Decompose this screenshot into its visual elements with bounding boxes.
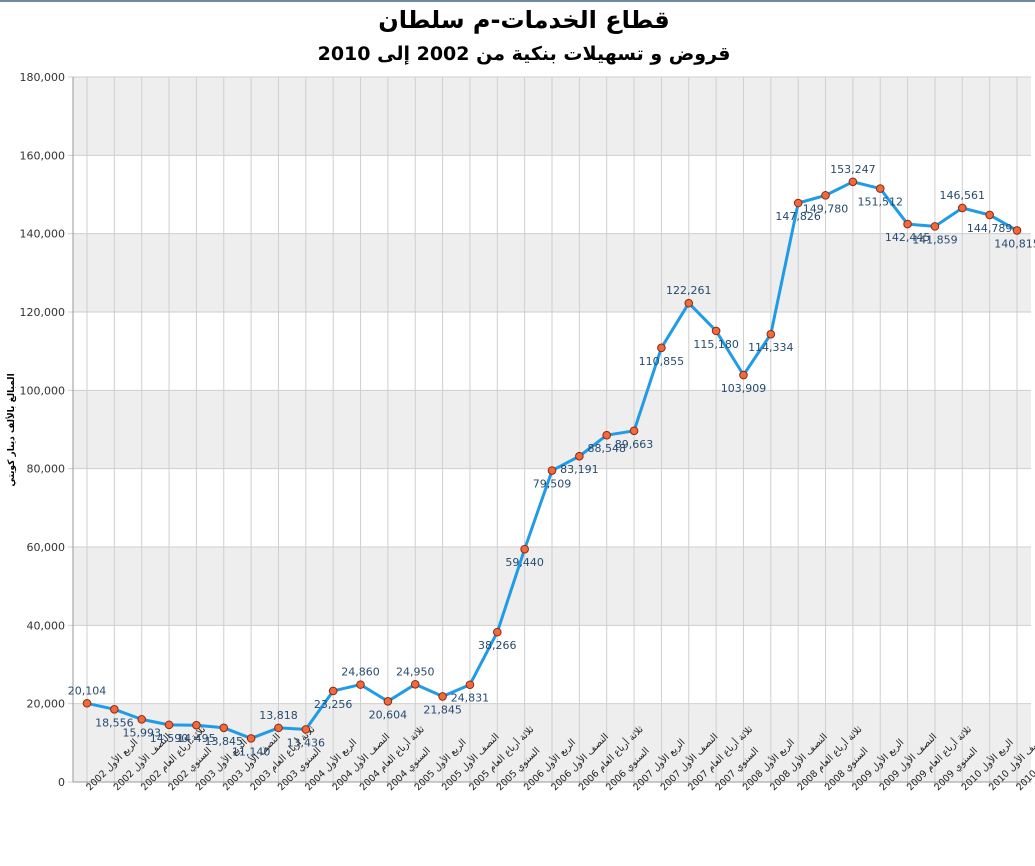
data-point (410, 679, 420, 689)
data-point (930, 222, 940, 231)
data-label: 144,789 (967, 222, 1013, 235)
data-point (1012, 226, 1022, 235)
data-label: 24,950 (396, 665, 435, 678)
y-tick-label: 20,000 (27, 698, 66, 711)
data-label: 122,261 (666, 284, 712, 297)
data-point (629, 426, 639, 436)
data-label: 24,831 (451, 692, 490, 705)
data-point (848, 177, 858, 187)
data-label: 13,845 (205, 735, 244, 748)
y-tick-labels: 0 20,000 40,000 60,000 80,000 100,000 120,000 1… (20, 71, 66, 789)
data-points (82, 177, 1022, 743)
data-point (766, 329, 776, 339)
data-point (301, 725, 311, 734)
data-label: 13,436 (287, 736, 326, 749)
data-labels: 20,104 18,55615,99314,59014,49513,84511,1… (68, 163, 1035, 759)
data-point (575, 451, 584, 461)
data-point (903, 219, 912, 229)
data-point (821, 191, 830, 200)
data-point (957, 203, 967, 213)
y-tick-label: 80,000 (27, 463, 66, 476)
data-label: 114,334 (748, 341, 794, 354)
data-point (684, 298, 694, 308)
data-label: 15,993 (122, 726, 161, 739)
data-label: 110,855 (639, 355, 685, 368)
data-label: 146,561 (940, 189, 986, 202)
data-label: 23,256 (314, 698, 353, 711)
data-label: 11,140 (232, 745, 271, 758)
data-label: 140,815 (994, 237, 1035, 250)
data-label: 115,180 (693, 338, 739, 351)
data-label: 153,247 (830, 163, 876, 176)
chart-title: قطاع الخدمات-م سلطان (378, 6, 669, 34)
data-point (739, 370, 748, 380)
data-point (875, 184, 885, 193)
y-axis-label: المبالغ بالألف دينار كويتي (5, 373, 17, 486)
data-point (328, 686, 338, 696)
data-label: 13,818 (259, 709, 298, 722)
data-label: 88,548 (587, 442, 626, 455)
data-label: 142,445 (885, 231, 931, 244)
data-point (82, 698, 92, 708)
vertical-gridlines (86, 77, 1018, 782)
data-point (465, 680, 475, 690)
data-point (383, 697, 393, 706)
data-point (192, 720, 201, 730)
data-point (110, 705, 119, 714)
data-point (985, 210, 994, 220)
data-point (356, 680, 365, 689)
y-tick-label: 180,000 (20, 71, 66, 84)
data-label: 103,909 (721, 382, 767, 395)
window-top-border (0, 0, 1035, 2)
data-point (520, 544, 529, 554)
data-point (602, 430, 612, 440)
data-label: 59,440 (505, 556, 544, 569)
data-label: 83,191 (560, 463, 599, 476)
data-point (657, 343, 666, 353)
data-point (492, 627, 502, 637)
data-point (274, 723, 283, 733)
data-label: 38,266 (478, 639, 517, 652)
axes (72, 77, 1031, 787)
y-tick-label: 100,000 (20, 384, 66, 397)
data-point (547, 466, 557, 475)
data-label: 20,104 (68, 684, 107, 697)
data-point (137, 715, 147, 724)
data-point (793, 198, 803, 208)
data-point (219, 723, 229, 733)
data-point (246, 734, 256, 743)
data-label: 14,495 (177, 732, 216, 745)
data-label: 141,859 (912, 233, 958, 246)
data-label: 151,512 (857, 196, 903, 209)
data-point (438, 692, 447, 701)
data-label: 20,604 (369, 708, 408, 721)
data-point (711, 326, 721, 336)
data-label: 14,590 (150, 732, 189, 745)
y-tick-label: 0 (58, 776, 65, 789)
data-label: 89,663 (615, 438, 654, 451)
chart-subtitle: قروض و تسهيلات بنكية من 2002 إلى 2010 (318, 43, 731, 65)
data-label: 149,780 (803, 202, 849, 215)
data-point (164, 720, 174, 730)
y-tick-label: 120,000 (20, 306, 66, 319)
y-tick-label: 40,000 (27, 619, 66, 632)
y-tick-label: 160,000 (20, 149, 66, 162)
data-label: 24,860 (341, 666, 380, 679)
data-label: 147,826 (775, 210, 821, 223)
y-tick-label: 60,000 (27, 541, 66, 554)
data-label: 21,845 (423, 703, 462, 716)
y-tick-label: 140,000 (20, 228, 66, 241)
data-label: 79,509 (533, 478, 572, 491)
data-label: 18,556 (95, 716, 134, 729)
